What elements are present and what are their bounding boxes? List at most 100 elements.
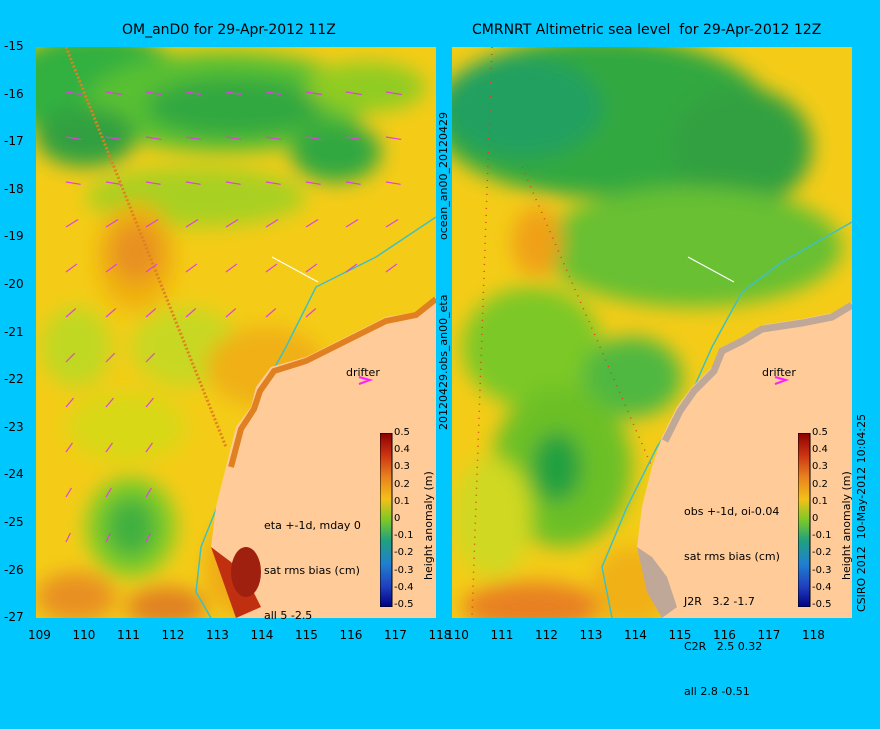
current-vector: [185, 181, 201, 185]
coastal-no-data-zone: [661, 301, 852, 443]
current-vector: [185, 263, 198, 273]
right-annotation-line: sat rms bias (cm): [684, 550, 780, 563]
current-vector: [145, 308, 157, 318]
current-vector: [265, 181, 281, 185]
x-tick-label: 116: [713, 628, 736, 642]
section-line: [687, 256, 735, 283]
left-annotation-line: eta +-1d, mday 0: [264, 519, 361, 532]
y-tick-label: -15: [4, 39, 24, 53]
right-colorbar: [798, 433, 811, 607]
current-vector: [145, 263, 158, 273]
y-tick-label: -25: [4, 515, 24, 529]
current-vector: [225, 181, 241, 185]
x-tick-label: 111: [490, 628, 514, 642]
current-vector: [265, 219, 279, 228]
current-vector: [65, 263, 78, 273]
right-side-label: 20120429.obs_an00_eta: [437, 294, 450, 430]
current-vector: [345, 263, 358, 273]
x-tick-label: 110: [446, 628, 469, 642]
current-vector: [105, 442, 113, 453]
x-tick-label: 114: [624, 628, 647, 642]
y-tick-label: -24: [4, 467, 24, 482]
left-drifter-label: drifter: [346, 366, 380, 379]
current-vector: [185, 308, 197, 318]
current-vector: [265, 91, 282, 96]
left-annotation-line: sat rms bias (cm): [264, 564, 360, 577]
current-vector: [385, 181, 401, 185]
current-vector: [105, 91, 122, 96]
current-vector: [65, 181, 81, 185]
current-vector: [345, 136, 362, 141]
current-vector: [385, 136, 402, 141]
y-tick-label: -27: [4, 610, 24, 625]
colorbar-tick-label: 0.5: [812, 427, 828, 438]
colorbar-tick-label: -0.3: [394, 564, 414, 576]
current-vector: [105, 263, 118, 273]
y-tick-label: -22: [4, 372, 24, 387]
x-tick-label: 112: [161, 628, 185, 642]
right-annotation-line: all 2.8 -0.51: [684, 685, 750, 698]
colorbar-tick-label: -0.4: [812, 581, 832, 593]
current-vector: [385, 91, 402, 96]
footer-credit: CSIRO 2012 10-May-2012 10:04:25: [855, 413, 868, 612]
x-tick-label: 110: [72, 628, 96, 642]
current-vector: [265, 263, 278, 273]
current-vector: [65, 136, 82, 141]
colorbar-tick-label: 0.1: [394, 495, 410, 507]
current-vector: [305, 219, 319, 228]
colorbar-tick-label: -0.5: [394, 599, 414, 610]
current-vector: [305, 181, 321, 185]
right-panel-title: CMRNRT Altimetric sea level for 29-Apr-2…: [472, 22, 822, 38]
colorbar-tick-label: -0.2: [812, 547, 832, 559]
left-map-panel[interactable]: [36, 47, 436, 618]
current-vector: [305, 91, 322, 96]
current-vector: [145, 136, 162, 141]
colorbar-tick-label: -0.3: [812, 564, 832, 576]
current-vector: [305, 308, 317, 318]
x-tick-label: 118: [802, 628, 825, 642]
x-tick-label: 116: [339, 628, 363, 642]
current-vector: [305, 136, 322, 141]
colorbar-tick-label: -0.5: [812, 599, 832, 610]
current-vector: [65, 442, 73, 453]
current-vector: [185, 136, 202, 141]
left-colorbar: [380, 433, 393, 607]
colorbar-tick-label: 0.3: [394, 461, 410, 473]
current-vector: [65, 397, 75, 408]
x-tick-label: 117: [757, 628, 781, 642]
right-colorbar-label: height anomaly (m): [840, 471, 853, 580]
altimeter-tracks: [471, 47, 653, 618]
current-vector: [105, 397, 115, 408]
current-vector: [145, 487, 152, 498]
current-vector: [385, 219, 399, 228]
current-vector: [305, 263, 318, 273]
colorbar-tick-label: 0.5: [394, 427, 410, 438]
colorbar-tick-label: 0.4: [812, 444, 828, 456]
right-annotation-line: obs +-1d, oi-0.04: [684, 505, 780, 518]
left-annotation-line: all 5 -2.5: [264, 609, 313, 622]
current-vector: [225, 219, 239, 228]
colorbar-tick-label: -0.1: [812, 530, 832, 542]
colorbar-tick-label: 0.2: [394, 478, 410, 490]
current-vector: [145, 397, 155, 408]
y-tick-label: -19: [4, 229, 24, 244]
colorbar-tick-label: 0.1: [812, 495, 828, 507]
y-tick-label: -23: [4, 419, 24, 434]
current-vector: [65, 487, 72, 498]
colorbar-tick-label: -0.1: [394, 530, 414, 542]
drifter-marker-icon: [774, 376, 790, 385]
current-vector: [385, 263, 398, 273]
colorbar-tick-label: 0.4: [394, 444, 410, 456]
x-tick-label: 115: [295, 628, 318, 642]
current-vector: [225, 136, 242, 141]
current-vector: [105, 352, 116, 363]
current-vector: [105, 487, 112, 498]
current-vector: [225, 308, 237, 318]
right-map-panel[interactable]: [452, 47, 852, 618]
current-vector: [145, 352, 156, 363]
right-drifter-label: drifter: [762, 366, 796, 379]
colorbar-tick-label: -0.4: [394, 581, 414, 593]
y-tick-label: -18: [4, 181, 24, 196]
colorbar-tick-label: 0.2: [812, 478, 828, 490]
current-vector: [145, 181, 161, 185]
